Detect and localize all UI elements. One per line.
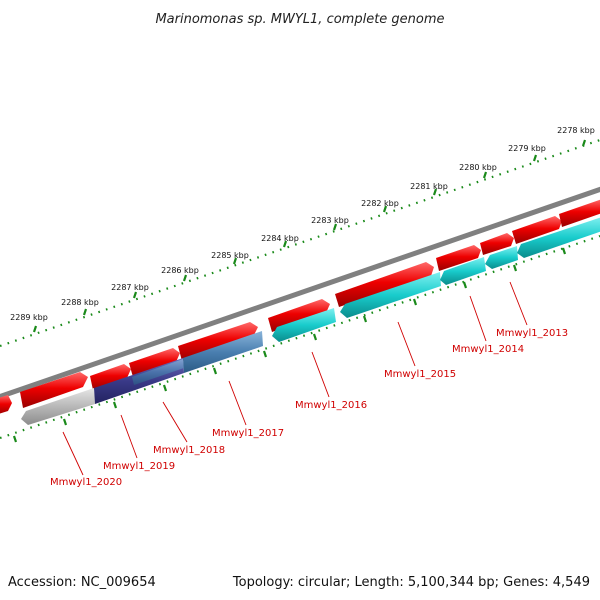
scale-label-2279: 2279 kbp [508,144,546,153]
leader-2020 [62,431,84,476]
inner-tick [12,435,18,443]
scale-label-2288: 2288 kbp [61,298,99,307]
scale-label-2285: 2285 kbp [211,251,249,260]
locus-labels: Mmwyl1_2013 Mmwyl1_2014 Mmwyl1_2015 Mmwy… [50,328,568,488]
outer-scale-ticks [32,139,587,333]
scale-label-2281: 2281 kbp [410,182,448,191]
leader-2018 [162,401,188,443]
leader-2015 [397,321,416,367]
forward-gene [512,216,562,244]
tick-2284 [282,240,288,248]
outer-scale-track [0,138,600,348]
reverse-gene-steel [183,331,263,373]
inner-tick [512,264,518,272]
tick-2281 [432,188,438,196]
forward-strand-genes [0,199,600,414]
leader-2019 [120,414,138,459]
locus-label-2014: Mmwyl1_2014 [452,344,524,355]
scale-label-2287: 2287 kbp [111,283,149,292]
inner-tick [561,247,567,255]
scale-label-2280: 2280 kbp [459,163,497,172]
tick-2285 [232,257,238,265]
scale-label-2286: 2286 kbp [161,266,199,275]
locus-label-2020: Mmwyl1_2020 [50,477,122,488]
reverse-strand-genes [21,217,600,425]
locus-label-2019: Mmwyl1_2019 [103,461,175,472]
forward-gene [129,348,180,377]
forward-gene [178,322,258,361]
locus-label-2013: Mmwyl1_2013 [496,328,568,339]
scale-label-2284: 2284 kbp [261,234,299,243]
forward-gene [268,299,330,332]
forward-gene [90,364,131,390]
forward-gene [480,233,514,255]
scale-label-2289: 2289 kbp [10,313,48,322]
tick-2278 [581,139,587,147]
leader-2016 [311,351,330,398]
tick-2283 [332,223,338,231]
inner-tick [362,315,368,323]
tick-2287 [132,291,138,299]
topology-text: Topology: circular; Length: 5,100,344 bp… [232,575,590,590]
reverse-gene-teal [340,272,441,318]
forward-gene [335,262,434,307]
map-title: Marinomonas sp. MWYL1, complete genome [155,12,444,27]
forward-gene [559,199,600,227]
leader-2017 [228,380,247,426]
tick-2288 [82,308,88,316]
inner-tick [462,281,468,289]
locus-label-2017: Mmwyl1_2017 [212,428,284,439]
tick-2289 [32,325,38,333]
accession-text: Accession: NC_009654 [8,575,156,590]
scale-label-2278: 2278 kbp [557,126,595,135]
scale-labels: 2278 kbp 2279 kbp 2280 kbp 2281 kbp 2282… [10,126,595,322]
tick-2282 [382,205,388,213]
tick-2286 [182,274,188,282]
locus-label-2015: Mmwyl1_2015 [384,369,456,380]
inner-tick [162,384,168,392]
reverse-gene-teal [485,246,518,269]
inner-tick [412,298,418,306]
reverse-gene-gray [21,388,95,425]
inner-tick [312,333,318,341]
locus-label-2018: Mmwyl1_2018 [153,445,225,456]
reverse-gene-teal [440,257,486,285]
inner-tick [62,418,68,426]
locus-label-2016: Mmwyl1_2016 [295,400,367,411]
leader-2013 [509,281,528,326]
inner-scale-ticks [12,247,567,443]
inner-scale-track [0,234,600,440]
forward-gene [436,245,481,271]
reverse-gene-steel [132,359,184,385]
inner-tick [212,367,218,375]
forward-gene [0,395,12,414]
tick-2279 [532,154,538,162]
label-leaders [62,281,528,476]
inner-tick [112,401,118,409]
reverse-gene-teal [272,308,336,342]
scale-label-2282: 2282 kbp [361,199,399,208]
forward-gene [20,372,88,408]
backbone-line [0,186,600,400]
inner-tick [262,350,268,358]
reverse-gene-teal [517,217,600,258]
leader-2014 [469,295,487,342]
tick-2280 [482,171,488,179]
scale-label-2283: 2283 kbp [311,216,349,225]
